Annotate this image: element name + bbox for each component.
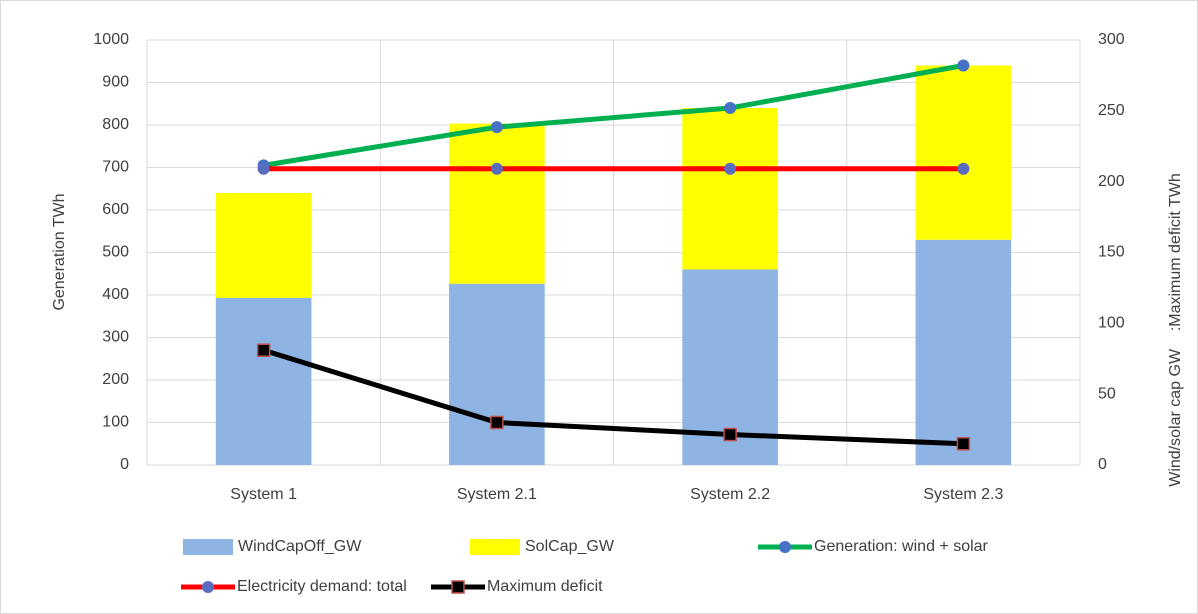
y2-tick-label: 250: [1098, 102, 1125, 119]
marker: [490, 162, 503, 175]
y2-tick-label: 100: [1098, 315, 1125, 332]
marker: [957, 59, 970, 72]
y-tick-label: 0: [120, 456, 129, 473]
bar: [449, 123, 545, 284]
y-tick-label: 500: [102, 244, 129, 261]
bar: [215, 193, 312, 298]
marker: [256, 343, 271, 357]
marker: [723, 427, 737, 442]
marker: [490, 415, 504, 430]
y2-tick-label: 50: [1098, 385, 1116, 402]
y-tick-label: 1000: [93, 31, 129, 48]
bar: [682, 108, 778, 270]
bar: [215, 297, 312, 465]
marker: [202, 581, 214, 593]
marker: [956, 437, 971, 451]
y2-tick-label: 300: [1098, 31, 1125, 48]
marker: [724, 162, 737, 175]
y-tick-label: 700: [102, 159, 129, 176]
x-tick-label: System 2.1: [457, 486, 537, 503]
y-tick-label: 300: [102, 329, 129, 346]
marker: [957, 162, 970, 175]
bar: [915, 65, 1012, 240]
legend-label: Generation: wind + solar: [814, 538, 989, 555]
marker: [490, 121, 503, 134]
marker: [451, 580, 465, 594]
y-tick-label: 800: [102, 116, 129, 133]
bar: [449, 283, 545, 465]
line: [263, 63, 964, 168]
y2-tick-label: 150: [1098, 244, 1125, 261]
legend-swatch: [183, 539, 233, 555]
bar: [915, 239, 1012, 465]
marker: [257, 162, 270, 175]
marker: [724, 102, 737, 114]
legend-swatch: [470, 539, 520, 555]
legend-label: Maximum deficit: [487, 578, 603, 595]
y2-tick-label: 200: [1098, 173, 1125, 190]
y-tick-label: 200: [102, 371, 129, 388]
legend-label: WindCapOff_GW: [238, 538, 362, 555]
legend-label: Electricity demand: total: [237, 578, 407, 595]
line: [262, 347, 964, 447]
y-axis-label: Generation TWh: [51, 193, 68, 310]
y-tick-label: 900: [102, 74, 129, 91]
y-tick-label: 400: [102, 286, 129, 303]
x-tick-label: System 1: [230, 486, 297, 503]
marker: [779, 541, 791, 553]
y-tick-label: 100: [102, 414, 129, 431]
y2-tick-label: 0: [1098, 456, 1107, 473]
y-tick-label: 600: [102, 201, 129, 218]
y2-axis-label: Wind/solar cap GW :Maximum deficit TWh: [1167, 173, 1184, 487]
x-tick-label: System 2.2: [690, 486, 770, 503]
legend-label: SolCap_GW: [525, 538, 615, 555]
x-tick-label: System 2.3: [923, 486, 1003, 503]
